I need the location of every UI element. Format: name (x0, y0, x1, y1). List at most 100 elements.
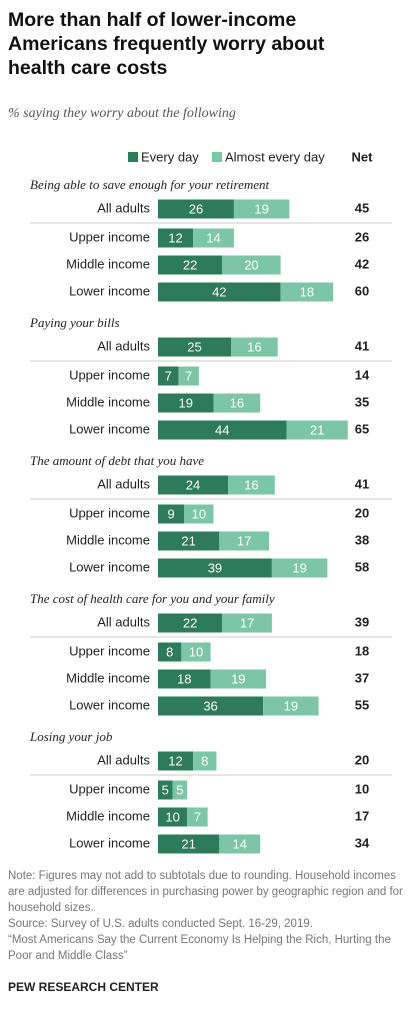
bar-segment (213, 393, 261, 413)
bar-segment (219, 834, 261, 854)
chart-subtitle: % saying they worry about the following (8, 106, 236, 121)
bar-segment (158, 558, 272, 578)
bar-segment (210, 669, 267, 689)
value-label: 44 (215, 422, 229, 437)
bar-segment (172, 780, 188, 800)
bar-segment (158, 228, 194, 248)
bar-segment (158, 751, 194, 771)
value-label: 5 (176, 782, 183, 797)
bar-segment (158, 669, 211, 689)
value-label: 5 (162, 782, 169, 797)
value-label: 19 (254, 201, 268, 216)
row-label: Upper income (69, 229, 150, 244)
net-value: 26 (355, 229, 369, 244)
report: “Most Americans Say the Current Economy … (8, 934, 391, 962)
bar-segment (178, 366, 199, 386)
credit: PEW RESEARCH CENTER (8, 980, 159, 994)
value-label: 20 (244, 257, 258, 272)
row-label: Lower income (69, 421, 150, 436)
row-label: Lower income (69, 559, 150, 574)
net-value: 18 (355, 643, 369, 658)
bar-segment (158, 834, 220, 854)
bar-segment (158, 366, 179, 386)
row-label: All adults (97, 476, 150, 491)
value-label: 16 (230, 395, 244, 410)
value-label: 18 (300, 284, 314, 299)
value-label: 19 (292, 560, 306, 575)
net-value: 55 (355, 697, 369, 712)
value-label: 18 (177, 671, 191, 686)
bar-segment (158, 282, 281, 302)
value-label: 21 (181, 533, 195, 548)
net-value: 37 (355, 670, 369, 685)
bar-segment (219, 531, 269, 551)
value-label: 17 (237, 533, 251, 548)
row-label: Lower income (69, 283, 150, 298)
legend-label: Every day (141, 149, 199, 164)
value-label: 12 (168, 753, 182, 768)
bar-segment (263, 696, 319, 716)
legend-label: Almost every day (225, 149, 325, 164)
bar-segment (158, 393, 214, 413)
value-label: 39 (208, 560, 222, 575)
row-label: All adults (97, 338, 150, 353)
net-value: 39 (355, 614, 369, 629)
value-label: 12 (168, 230, 182, 245)
row-label: Middle income (66, 394, 150, 409)
bar-segment (158, 199, 234, 219)
row-label: Upper income (69, 505, 150, 520)
bar-segment (158, 337, 231, 357)
bar-segment (181, 642, 211, 662)
value-label: 42 (212, 284, 226, 299)
bar-segment (158, 255, 223, 275)
bar-segment (158, 531, 220, 551)
value-label: 19 (284, 698, 298, 713)
value-label: 8 (166, 644, 173, 659)
value-label: 16 (244, 477, 258, 492)
bar-segment (228, 475, 275, 495)
net-value: 45 (355, 200, 369, 215)
value-label: 21 (310, 422, 324, 437)
group-title: Being able to save enough for your retir… (30, 177, 270, 192)
net-value: 20 (355, 752, 369, 767)
value-label: 10 (165, 809, 179, 824)
net-header: Net (352, 149, 374, 164)
value-label: 7 (194, 809, 201, 824)
group-title: Paying your bills (29, 315, 120, 330)
bar-segment (271, 558, 328, 578)
net-value: 60 (355, 283, 369, 298)
value-label: 14 (206, 230, 220, 245)
bar-segment (158, 420, 287, 440)
bar-segment (158, 475, 229, 495)
bar-segment (280, 282, 334, 302)
value-label: 10 (189, 644, 203, 659)
net-value: 41 (355, 476, 369, 491)
row-label: Upper income (69, 643, 150, 658)
net-value: 14 (355, 367, 370, 382)
row-label: Middle income (66, 256, 150, 271)
net-value: 41 (355, 338, 369, 353)
value-label: 22 (183, 257, 197, 272)
bar-segment (222, 255, 281, 275)
legend-swatch (212, 152, 222, 162)
value-label: 36 (203, 698, 217, 713)
chart: Every day Almost every day Net Being able t… (29, 149, 392, 854)
row-label: Upper income (69, 781, 150, 796)
source: Source: Survey of U.S. adults conducted … (8, 918, 313, 930)
value-label: 9 (168, 506, 175, 521)
value-label: 7 (165, 368, 172, 383)
legend-swatch (128, 152, 138, 162)
bar-segment (193, 228, 234, 248)
value-label: 16 (247, 339, 261, 354)
net-value: 42 (355, 256, 369, 271)
row-label: Middle income (66, 532, 150, 547)
value-label: 19 (179, 395, 193, 410)
net-value: 38 (355, 532, 369, 547)
net-value: 17 (355, 808, 369, 823)
bar-segment (233, 199, 290, 219)
row-label: Upper income (69, 367, 150, 382)
note: Note: Figures may not add to subtotals d… (8, 870, 403, 914)
value-label: 25 (187, 339, 201, 354)
value-label: 7 (185, 368, 192, 383)
